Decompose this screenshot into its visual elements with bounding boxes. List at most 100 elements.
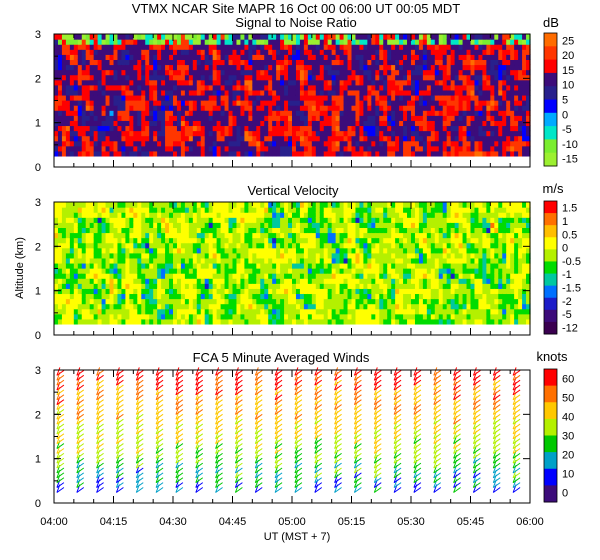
heatmap-cell <box>248 268 253 274</box>
heatmap-cell <box>295 69 301 76</box>
heatmap-cell <box>260 150 265 157</box>
heatmap-cell <box>256 105 261 111</box>
heatmap-cell <box>276 202 281 208</box>
heatmap-cell <box>173 273 178 279</box>
heatmap-cell <box>81 313 87 320</box>
heatmap-cell <box>276 94 281 101</box>
heatmap-cell <box>466 130 472 137</box>
heatmap-cell <box>93 217 99 223</box>
heatmap-cell <box>232 207 238 213</box>
heatmap-cell <box>97 125 103 132</box>
heatmap-cell <box>252 222 257 228</box>
heatmap-cell <box>414 120 420 127</box>
heatmap-cell <box>105 212 111 218</box>
heatmap-cell <box>478 120 483 127</box>
heatmap-cell <box>192 227 198 234</box>
heatmap-cell <box>61 222 67 228</box>
heatmap-cell <box>256 303 261 310</box>
heatmap-cell <box>414 44 420 50</box>
heatmap-cell <box>371 237 376 244</box>
heatmap-cell <box>407 105 412 111</box>
heatmap-cell <box>335 39 341 45</box>
heatmap-cell <box>109 247 115 254</box>
heatmap-cell <box>414 130 420 137</box>
heatmap-cell <box>359 110 364 116</box>
heatmap-cell <box>478 64 483 71</box>
heatmap-cell <box>200 303 206 310</box>
heatmap-cell <box>375 44 380 50</box>
heatmap-cell <box>73 222 79 228</box>
heatmap-cell <box>331 140 337 147</box>
heatmap-cell <box>526 120 531 127</box>
heatmap-cell <box>395 49 400 55</box>
heatmap-cell <box>113 94 119 101</box>
heatmap-cell <box>169 64 174 71</box>
heatmap-cell <box>81 39 87 45</box>
heatmap-cell <box>272 49 277 55</box>
heatmap-cell <box>319 217 325 223</box>
heatmap-cell <box>228 74 234 81</box>
heatmap-cell <box>180 74 186 81</box>
heatmap-cell <box>57 278 63 284</box>
heatmap-cell <box>232 59 238 66</box>
heatmap-cell <box>339 135 345 142</box>
heatmap-cell <box>137 283 142 289</box>
heatmap-cell <box>129 145 134 152</box>
heatmap-cell <box>248 308 253 315</box>
heatmap-cell <box>173 283 178 289</box>
heatmap-cell <box>224 79 230 86</box>
heatmap-cell <box>351 217 357 223</box>
heatmap-cell <box>188 308 194 315</box>
heatmap-cell <box>307 135 313 142</box>
heatmap-cell <box>97 308 103 315</box>
heatmap-cell <box>81 44 87 50</box>
heatmap-cell <box>81 308 87 315</box>
heatmap-cell <box>240 44 245 50</box>
heatmap-cell <box>268 227 273 234</box>
heatmap-cell <box>77 232 83 239</box>
heatmap-cell <box>434 94 440 101</box>
heatmap-cell <box>173 74 178 81</box>
heatmap-cell <box>188 145 194 152</box>
heatmap-cell <box>292 242 297 249</box>
heatmap-cell <box>157 79 162 86</box>
heatmap-cell <box>280 268 285 274</box>
heatmap-cell <box>81 232 87 239</box>
heatmap-cell <box>200 94 206 101</box>
heatmap-cell <box>65 150 71 157</box>
heatmap-cell <box>474 79 480 86</box>
heatmap-cell <box>188 69 194 76</box>
heatmap-cell <box>351 247 357 254</box>
heatmap-cell <box>303 237 309 244</box>
heatmap-cell <box>339 34 345 40</box>
heatmap-cell <box>192 222 198 228</box>
heatmap-cell <box>240 247 245 254</box>
colorbar-label: 10 <box>562 80 574 92</box>
heatmap-cell <box>260 298 265 305</box>
heatmap-cell <box>248 252 253 259</box>
heatmap-cell <box>133 59 138 66</box>
heatmap-cell <box>200 140 206 147</box>
heatmap-cell <box>141 74 146 81</box>
heatmap-cell <box>216 89 222 96</box>
heatmap-cell <box>470 150 476 157</box>
heatmap-cell <box>236 273 242 279</box>
heatmap-cell <box>327 318 333 325</box>
heatmap-cell <box>252 313 257 320</box>
heatmap-cell <box>323 59 329 66</box>
heatmap-cell <box>220 278 226 284</box>
heatmap-cell <box>359 94 364 101</box>
heatmap-cell <box>256 242 261 249</box>
heatmap-cell <box>161 84 166 91</box>
heatmap-cell <box>486 135 491 142</box>
heatmap-cell <box>426 110 432 116</box>
heatmap-cell <box>510 44 515 50</box>
heatmap-cell <box>232 145 238 152</box>
heatmap-cell <box>125 202 130 208</box>
heatmap-cell <box>236 222 242 228</box>
heatmap-cell <box>216 64 222 71</box>
heatmap-cell <box>145 130 150 137</box>
heatmap-cell <box>323 288 329 295</box>
heatmap-cell <box>303 110 309 116</box>
heatmap-cell <box>200 100 206 106</box>
